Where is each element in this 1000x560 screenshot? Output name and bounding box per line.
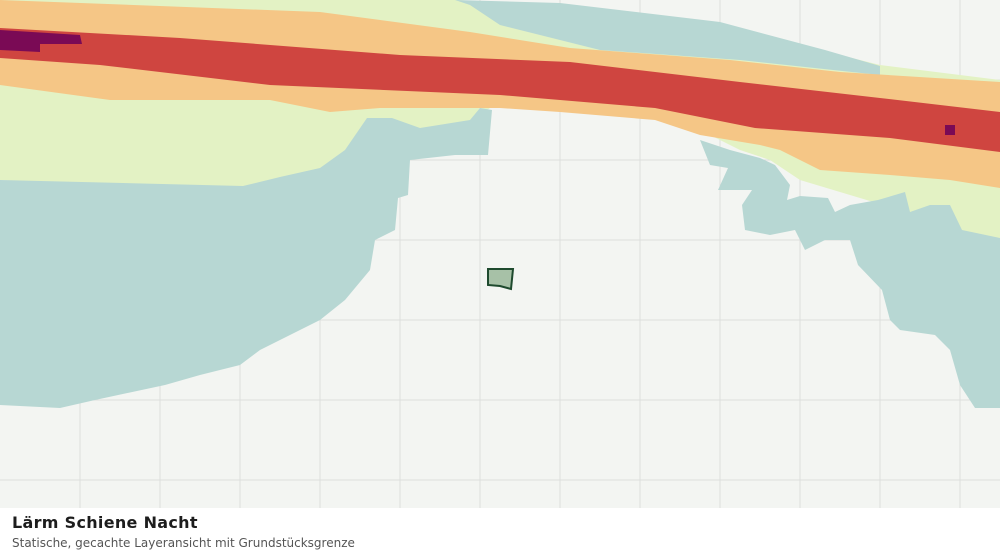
noise-zone-highest: [0, 30, 82, 52]
map: [0, 0, 1000, 508]
title: Lärm Schiene Nacht: [12, 513, 198, 532]
noise-zone-lowest: [700, 140, 1000, 408]
subtitle: Statische, gecachte Layeransicht mit Gru…: [12, 536, 355, 550]
noise-zone-lowest: [0, 108, 492, 408]
noise-zone-highest: [945, 125, 955, 135]
noise-zone-high: [0, 28, 1000, 152]
parcel-boundary: [487, 268, 515, 291]
noise-zone-lowest: [455, 0, 880, 75]
